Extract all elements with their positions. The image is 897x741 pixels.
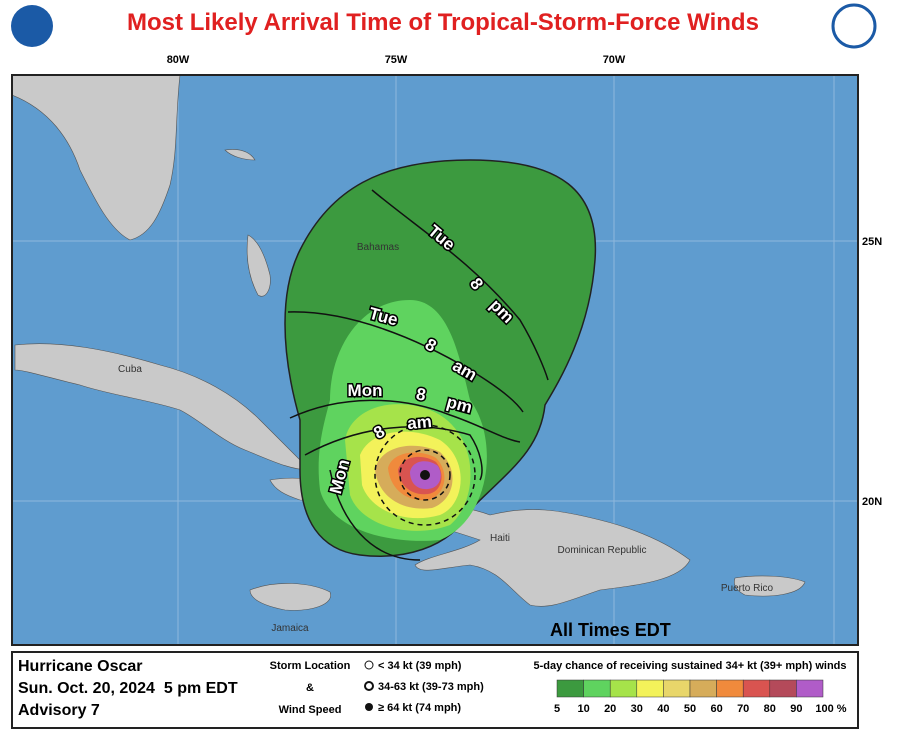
place-label: Cuba (118, 364, 142, 375)
scale-label: 30 (631, 703, 643, 715)
lat-label: 25N (862, 236, 882, 248)
scale-label: 60 (710, 703, 722, 715)
scale-swatch (556, 679, 584, 698)
contours (287, 189, 549, 561)
scale-label: 20 (604, 703, 616, 715)
symbol-title: Wind Speed (279, 704, 342, 716)
scale-title: 5-day chance of receiving sustained 34+ … (534, 660, 847, 672)
advisory-number: Advisory 7 (18, 702, 100, 719)
symbol-ts (364, 660, 374, 670)
scale-label: 100 % (815, 703, 846, 715)
nws-logo (831, 3, 877, 49)
scale-swatch (689, 679, 717, 698)
scale-swatch (716, 679, 744, 698)
time-note: All Times EDT (550, 620, 671, 640)
place-label: Bahamas (357, 242, 399, 253)
scale-swatch (769, 679, 797, 698)
scale-label: 90 (790, 703, 802, 715)
contour-label: am (406, 412, 432, 433)
place-label: Puerto Rico (721, 583, 774, 594)
scale-label: 40 (657, 703, 669, 715)
symbol-label: ≥ 64 kt (74 mph) (378, 702, 461, 714)
place-label: Haiti (490, 533, 510, 544)
symbol-hurricane (365, 703, 373, 711)
map: Cuba Bahamas Haiti Dominican Republic Puerto… (12, 75, 858, 645)
lat-label: 20N (862, 496, 882, 508)
lon-label: 75W (385, 54, 408, 66)
place-label: Jamaica (271, 623, 309, 634)
scale-label: 50 (684, 703, 696, 715)
scale-label: 80 (764, 703, 776, 715)
symbol-storm (364, 681, 374, 691)
advisory-date: Sun. Oct. 20, 2024 5 pm EDT (18, 680, 238, 697)
lon-label: 80W (167, 54, 190, 66)
scale-swatch (742, 679, 771, 698)
contour-label: Mon (348, 381, 383, 400)
noaa-logo (11, 5, 53, 47)
wind-swath (284, 159, 597, 561)
storm-symbol (420, 470, 430, 480)
scale-label: 70 (737, 703, 749, 715)
scale-label: 10 (577, 703, 589, 715)
scale-swatch (583, 679, 611, 698)
scale-swatch (609, 679, 638, 698)
symbol-title: Storm Location (270, 660, 351, 672)
scale-swatch (796, 679, 824, 698)
scale-swatch (663, 679, 691, 698)
title: Most Likely Arrival Time of Tropical-Sto… (127, 9, 759, 36)
map-frame (11, 74, 859, 646)
symbol-label: < 34 kt (39 mph) (378, 660, 462, 672)
symbol-title: & (306, 682, 314, 694)
storm-name: Hurricane Oscar (18, 658, 143, 675)
scale-label: 5 (554, 703, 560, 715)
lon-label: 70W (603, 54, 626, 66)
scale-swatch (636, 679, 664, 698)
place-label: Dominican Republic (558, 545, 647, 556)
symbol-label: 34-63 kt (39-73 mph) (378, 681, 484, 693)
